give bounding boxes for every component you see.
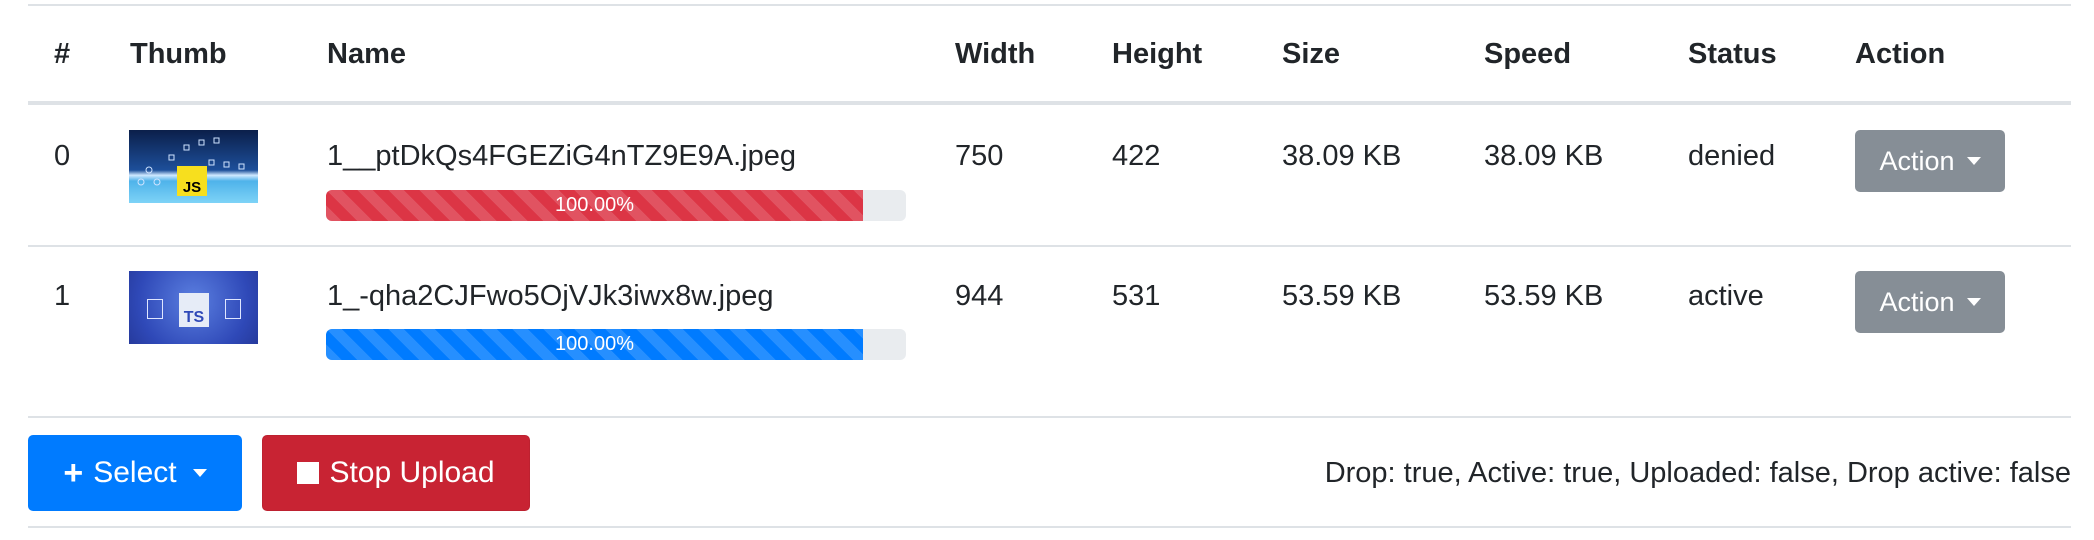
upload-speed: 53.59 KB xyxy=(1484,280,1604,312)
file-name: 1__ptDkQs4FGEZiG4nTZ9E9A.jpeg xyxy=(327,140,797,172)
footer-bottom-border xyxy=(28,526,2071,528)
select-label: Select xyxy=(93,456,177,489)
plus-icon: + xyxy=(63,454,84,492)
action-dropdown-button[interactable]: Action xyxy=(1855,130,2005,192)
header-size: Size xyxy=(1282,38,1341,70)
upload-status: active xyxy=(1688,280,1764,312)
file-size: 53.59 KB xyxy=(1282,280,1402,312)
js-logo: JS xyxy=(177,166,207,196)
stop-upload-button[interactable]: Stop Upload xyxy=(262,435,530,511)
file-icon xyxy=(147,299,163,319)
upload-state-text: Drop: true, Active: true, Uploaded: fals… xyxy=(1324,457,2071,489)
image-height: 531 xyxy=(1112,280,1161,312)
upload-progress: 100.00% xyxy=(326,190,906,221)
upload-speed: 38.09 KB xyxy=(1484,140,1604,172)
action-label: Action xyxy=(1879,286,1955,317)
image-height: 422 xyxy=(1112,140,1161,172)
diagram-icon xyxy=(137,137,245,186)
file-icon xyxy=(225,299,241,319)
header-width: Width xyxy=(955,38,1036,70)
header-divider xyxy=(28,101,2071,105)
header-thumb: Thumb xyxy=(130,38,227,70)
file-size: 38.09 KB xyxy=(1282,140,1402,172)
stop-label: Stop Upload xyxy=(329,456,495,489)
footer-top-border xyxy=(28,416,2071,418)
file-name: 1_-qha2CJFwo5OjVJk3iwx8w.jpeg xyxy=(327,280,774,312)
typescript-thumbnail: TS xyxy=(129,271,258,344)
row-index: 1 xyxy=(54,280,71,312)
header-name: Name xyxy=(327,38,406,70)
caret-down-icon xyxy=(192,469,207,477)
select-button[interactable]: + Select xyxy=(28,435,242,511)
header-status: Status xyxy=(1688,38,1777,70)
header-index: # xyxy=(54,38,71,70)
caret-down-icon xyxy=(1966,157,1981,165)
ts-logo: TS xyxy=(179,293,209,327)
action-dropdown-button[interactable]: Action xyxy=(1855,271,2005,333)
image-width: 750 xyxy=(955,140,1004,172)
upload-status: denied xyxy=(1688,140,1776,172)
row-divider xyxy=(28,245,2071,247)
action-label: Action xyxy=(1879,145,1955,176)
header-height: Height xyxy=(1112,38,1203,70)
header-speed: Speed xyxy=(1484,38,1572,70)
table-top-border xyxy=(28,4,2071,6)
upload-progress: 100.00% xyxy=(326,329,906,360)
stop-icon xyxy=(297,462,320,484)
header-action: Action xyxy=(1855,38,1946,70)
progress-bar: 100.00% xyxy=(326,329,864,360)
image-width: 944 xyxy=(955,280,1004,312)
row-index: 0 xyxy=(54,140,71,172)
caret-down-icon xyxy=(1966,298,1981,306)
progress-bar: 100.00% xyxy=(326,190,864,221)
javascript-thumbnail: JS xyxy=(129,130,258,203)
